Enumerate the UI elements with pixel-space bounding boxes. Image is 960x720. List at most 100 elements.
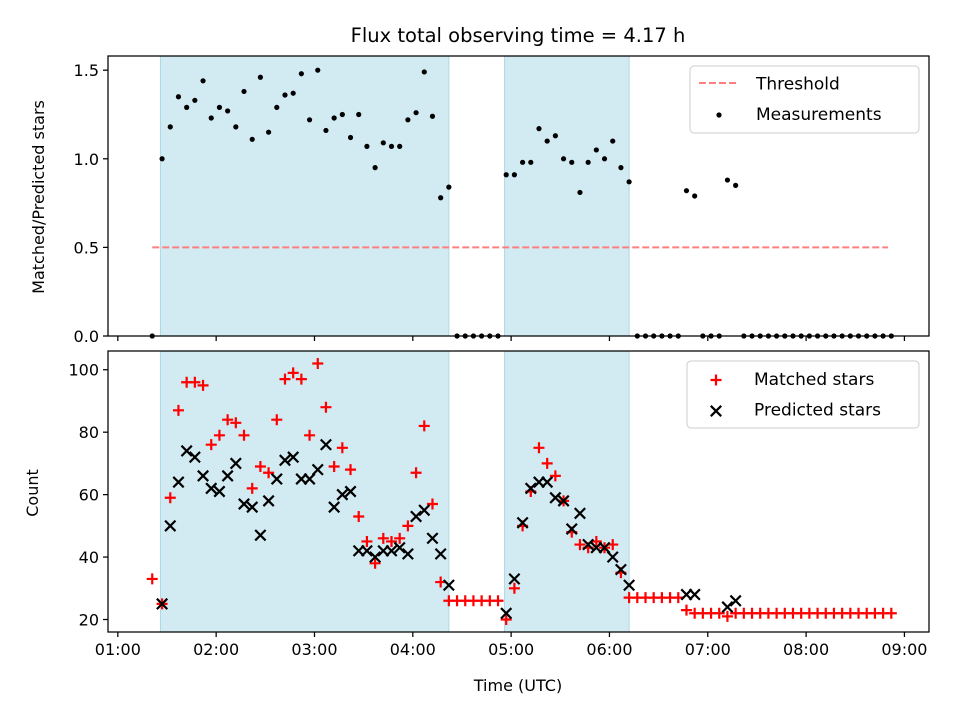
measurement-point [200,78,206,84]
legend-box [686,360,920,429]
predicted-star-point [221,469,234,482]
matched-star-point [426,498,438,510]
predicted-star-point [426,532,439,545]
measurement-point [315,67,321,73]
matched-star-point [205,439,217,451]
predicted-star-point [500,607,513,620]
measurement-point [249,136,255,142]
legend-threshold-label: Threshold [755,75,840,95]
matched-star-point [500,614,512,626]
measurement-point [257,74,264,80]
observing-window [159,350,450,633]
axes-frame [107,55,930,337]
measurement-point [552,133,558,139]
legend-box [689,65,920,134]
observing-window [504,350,630,633]
matched-star-point [287,367,299,379]
axes-frame [107,350,930,633]
measurement-point [323,127,329,134]
predicted-star-point [238,498,250,510]
predicted-star-point [311,463,324,476]
measurement-point [356,111,362,118]
top-panel-y-axis-label: Matched/Predicted stars [29,100,48,294]
measurement-point [683,188,690,194]
matched-star-point [230,417,242,429]
x-tick-label: 06:00 [586,640,632,659]
predicted-star-point [328,501,341,514]
predicted-star-point [385,544,398,557]
measurement-point [184,104,190,110]
matched-star-point [246,482,258,494]
measurement-point [372,165,378,171]
measurement-point [421,69,427,75]
predicted-star-point [606,551,619,564]
predicted-star-point [410,510,423,523]
y-tick-label: 1.0 [74,150,99,169]
x-tick-label: 08:00 [783,640,829,659]
measurement-point [339,111,345,118]
predicted-star-point [549,491,562,504]
predicted-star-point [197,469,210,482]
measurement-point [364,143,370,149]
plot-data [146,67,897,626]
predicted-star-point [188,451,201,464]
y-tick-label: 0.0 [74,327,99,346]
measurement-point [544,138,550,144]
matched-star-point [410,467,422,479]
predicted-star-point [565,522,578,535]
y-tick-label: 80 [79,423,99,442]
y-tick-label: 60 [79,486,99,505]
legend-measurements-swatch [716,112,722,118]
x-tick-label: 02:00 [193,640,239,659]
predicted-star-point [516,516,529,529]
matched-star-point [394,532,406,544]
measurement-point [175,94,182,100]
predicted-star-point [557,494,570,507]
measurement-point [511,172,518,178]
observing-window [159,55,450,337]
predicted-star-point [254,529,267,542]
x-tick-label: 05:00 [488,640,534,659]
measurement-point [585,159,591,165]
measurement-point [192,97,198,103]
measurement-point [593,147,599,153]
measurement-point [446,184,452,190]
predicted-star-point [508,572,521,585]
matched-star-point [885,607,897,619]
predicted-star-point [156,597,169,610]
matched-star-point [263,467,275,479]
x-tick-label: 01:00 [95,640,141,659]
measurement-point [577,189,583,196]
measurement-point [290,90,296,96]
axes-frames [107,55,930,633]
measurement-point [241,88,247,95]
matched-star-point [328,461,340,473]
predicted-star-point [401,547,414,560]
matched-star-point [146,573,158,585]
predicted-star-point [180,444,193,457]
predicted-star-point [541,476,554,489]
predicted-star-point [287,451,300,464]
y-tick-label: 0.5 [74,238,99,257]
measurement-point [528,159,534,165]
measurement-point [733,182,739,188]
legend-predicted-swatch [710,405,722,417]
predicted-star-point [393,541,406,554]
matched-star-point [353,510,365,522]
matched-star-point [377,532,389,544]
observing-window [504,55,630,337]
predicted-star-point [614,563,627,576]
legends: Threshold Measurements Matched stars Predic… [686,65,920,429]
matched-star-point [222,414,234,426]
predicted-star-point [279,454,291,467]
matched-star-point [418,420,430,432]
measurement-point [692,193,698,199]
legend-matched-swatch [710,374,722,386]
measurement-point [380,140,386,146]
matched-star-point [508,582,520,594]
predicted-star-point [369,551,382,564]
measurement-point [405,117,411,123]
measurement-point [626,179,632,185]
measurement-point [429,113,436,119]
measurement-point [167,124,173,130]
